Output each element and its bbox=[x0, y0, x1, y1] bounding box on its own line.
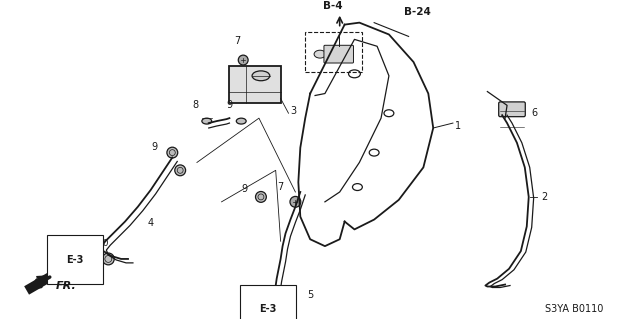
Text: 4: 4 bbox=[148, 219, 154, 228]
Circle shape bbox=[255, 191, 266, 202]
FancyBboxPatch shape bbox=[499, 102, 525, 117]
Text: 2: 2 bbox=[541, 192, 548, 202]
Text: 9: 9 bbox=[241, 184, 247, 194]
Text: E-3: E-3 bbox=[259, 304, 276, 314]
Text: 7: 7 bbox=[234, 36, 241, 46]
Ellipse shape bbox=[276, 289, 296, 301]
Polygon shape bbox=[29, 276, 52, 290]
Ellipse shape bbox=[314, 50, 326, 58]
Text: B-24: B-24 bbox=[404, 7, 431, 17]
Circle shape bbox=[102, 253, 114, 265]
Ellipse shape bbox=[252, 71, 270, 81]
Text: E-3: E-3 bbox=[66, 255, 83, 265]
FancyBboxPatch shape bbox=[324, 45, 353, 63]
Text: S3YA B0110: S3YA B0110 bbox=[545, 304, 604, 314]
Circle shape bbox=[175, 165, 186, 176]
Text: 3: 3 bbox=[291, 106, 296, 116]
Text: 8: 8 bbox=[192, 100, 198, 110]
Text: 9: 9 bbox=[227, 100, 232, 110]
FancyBboxPatch shape bbox=[229, 66, 280, 103]
Ellipse shape bbox=[236, 118, 246, 124]
Ellipse shape bbox=[202, 118, 212, 124]
Text: 6: 6 bbox=[532, 108, 538, 118]
Circle shape bbox=[167, 147, 178, 158]
Text: B-4: B-4 bbox=[323, 1, 342, 11]
Circle shape bbox=[238, 55, 248, 65]
Text: 9: 9 bbox=[152, 142, 157, 152]
Text: 1: 1 bbox=[455, 121, 461, 131]
Text: 7: 7 bbox=[278, 182, 284, 192]
Circle shape bbox=[290, 197, 301, 207]
Text: 5: 5 bbox=[307, 290, 314, 300]
Text: 10: 10 bbox=[98, 239, 109, 248]
Text: FR.: FR. bbox=[56, 280, 77, 291]
